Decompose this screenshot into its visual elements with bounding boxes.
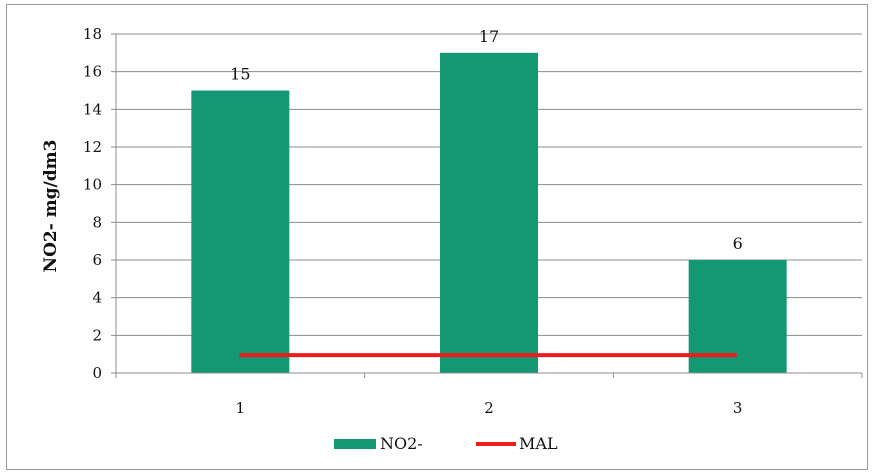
axes: [111, 33, 863, 378]
y-axis-title: NO2- mg/dm3: [41, 140, 61, 273]
bar-no2-1: [191, 90, 290, 373]
y-tick-labels: 0 2 4 6 8 10 12 14 16 18: [83, 25, 102, 382]
bar-series: [191, 52, 787, 373]
x-tick-labels: 1 2 3: [236, 399, 743, 417]
y-tick-label: 12: [83, 138, 102, 156]
y-tick-label: 6: [92, 251, 102, 269]
data-labels: 15 17 6: [230, 27, 743, 253]
legend: NO2- MAL: [334, 434, 558, 453]
y-tick-label: 4: [92, 289, 102, 307]
y-tick-label: 14: [83, 100, 102, 118]
y-tick-label: 2: [92, 326, 102, 344]
y-tick-label: 8: [92, 213, 102, 231]
x-tick-label: 2: [484, 399, 494, 417]
y-tick-label: 10: [83, 176, 102, 194]
legend-label-mal: MAL: [519, 434, 558, 453]
data-label: 6: [733, 234, 743, 253]
chart-frame: [6, 4, 868, 470]
y-tick-label: 18: [83, 25, 102, 43]
legend-swatch-no2: [334, 439, 376, 449]
x-tick-label: 3: [733, 399, 743, 417]
y-tick-label: 0: [92, 364, 102, 382]
data-label: 15: [230, 65, 250, 84]
bar-no2-2: [440, 52, 538, 373]
y-tick-label: 16: [83, 63, 102, 81]
legend-label-no2: NO2-: [380, 434, 423, 453]
data-label: 17: [479, 27, 499, 46]
x-tick-label: 1: [236, 399, 246, 417]
